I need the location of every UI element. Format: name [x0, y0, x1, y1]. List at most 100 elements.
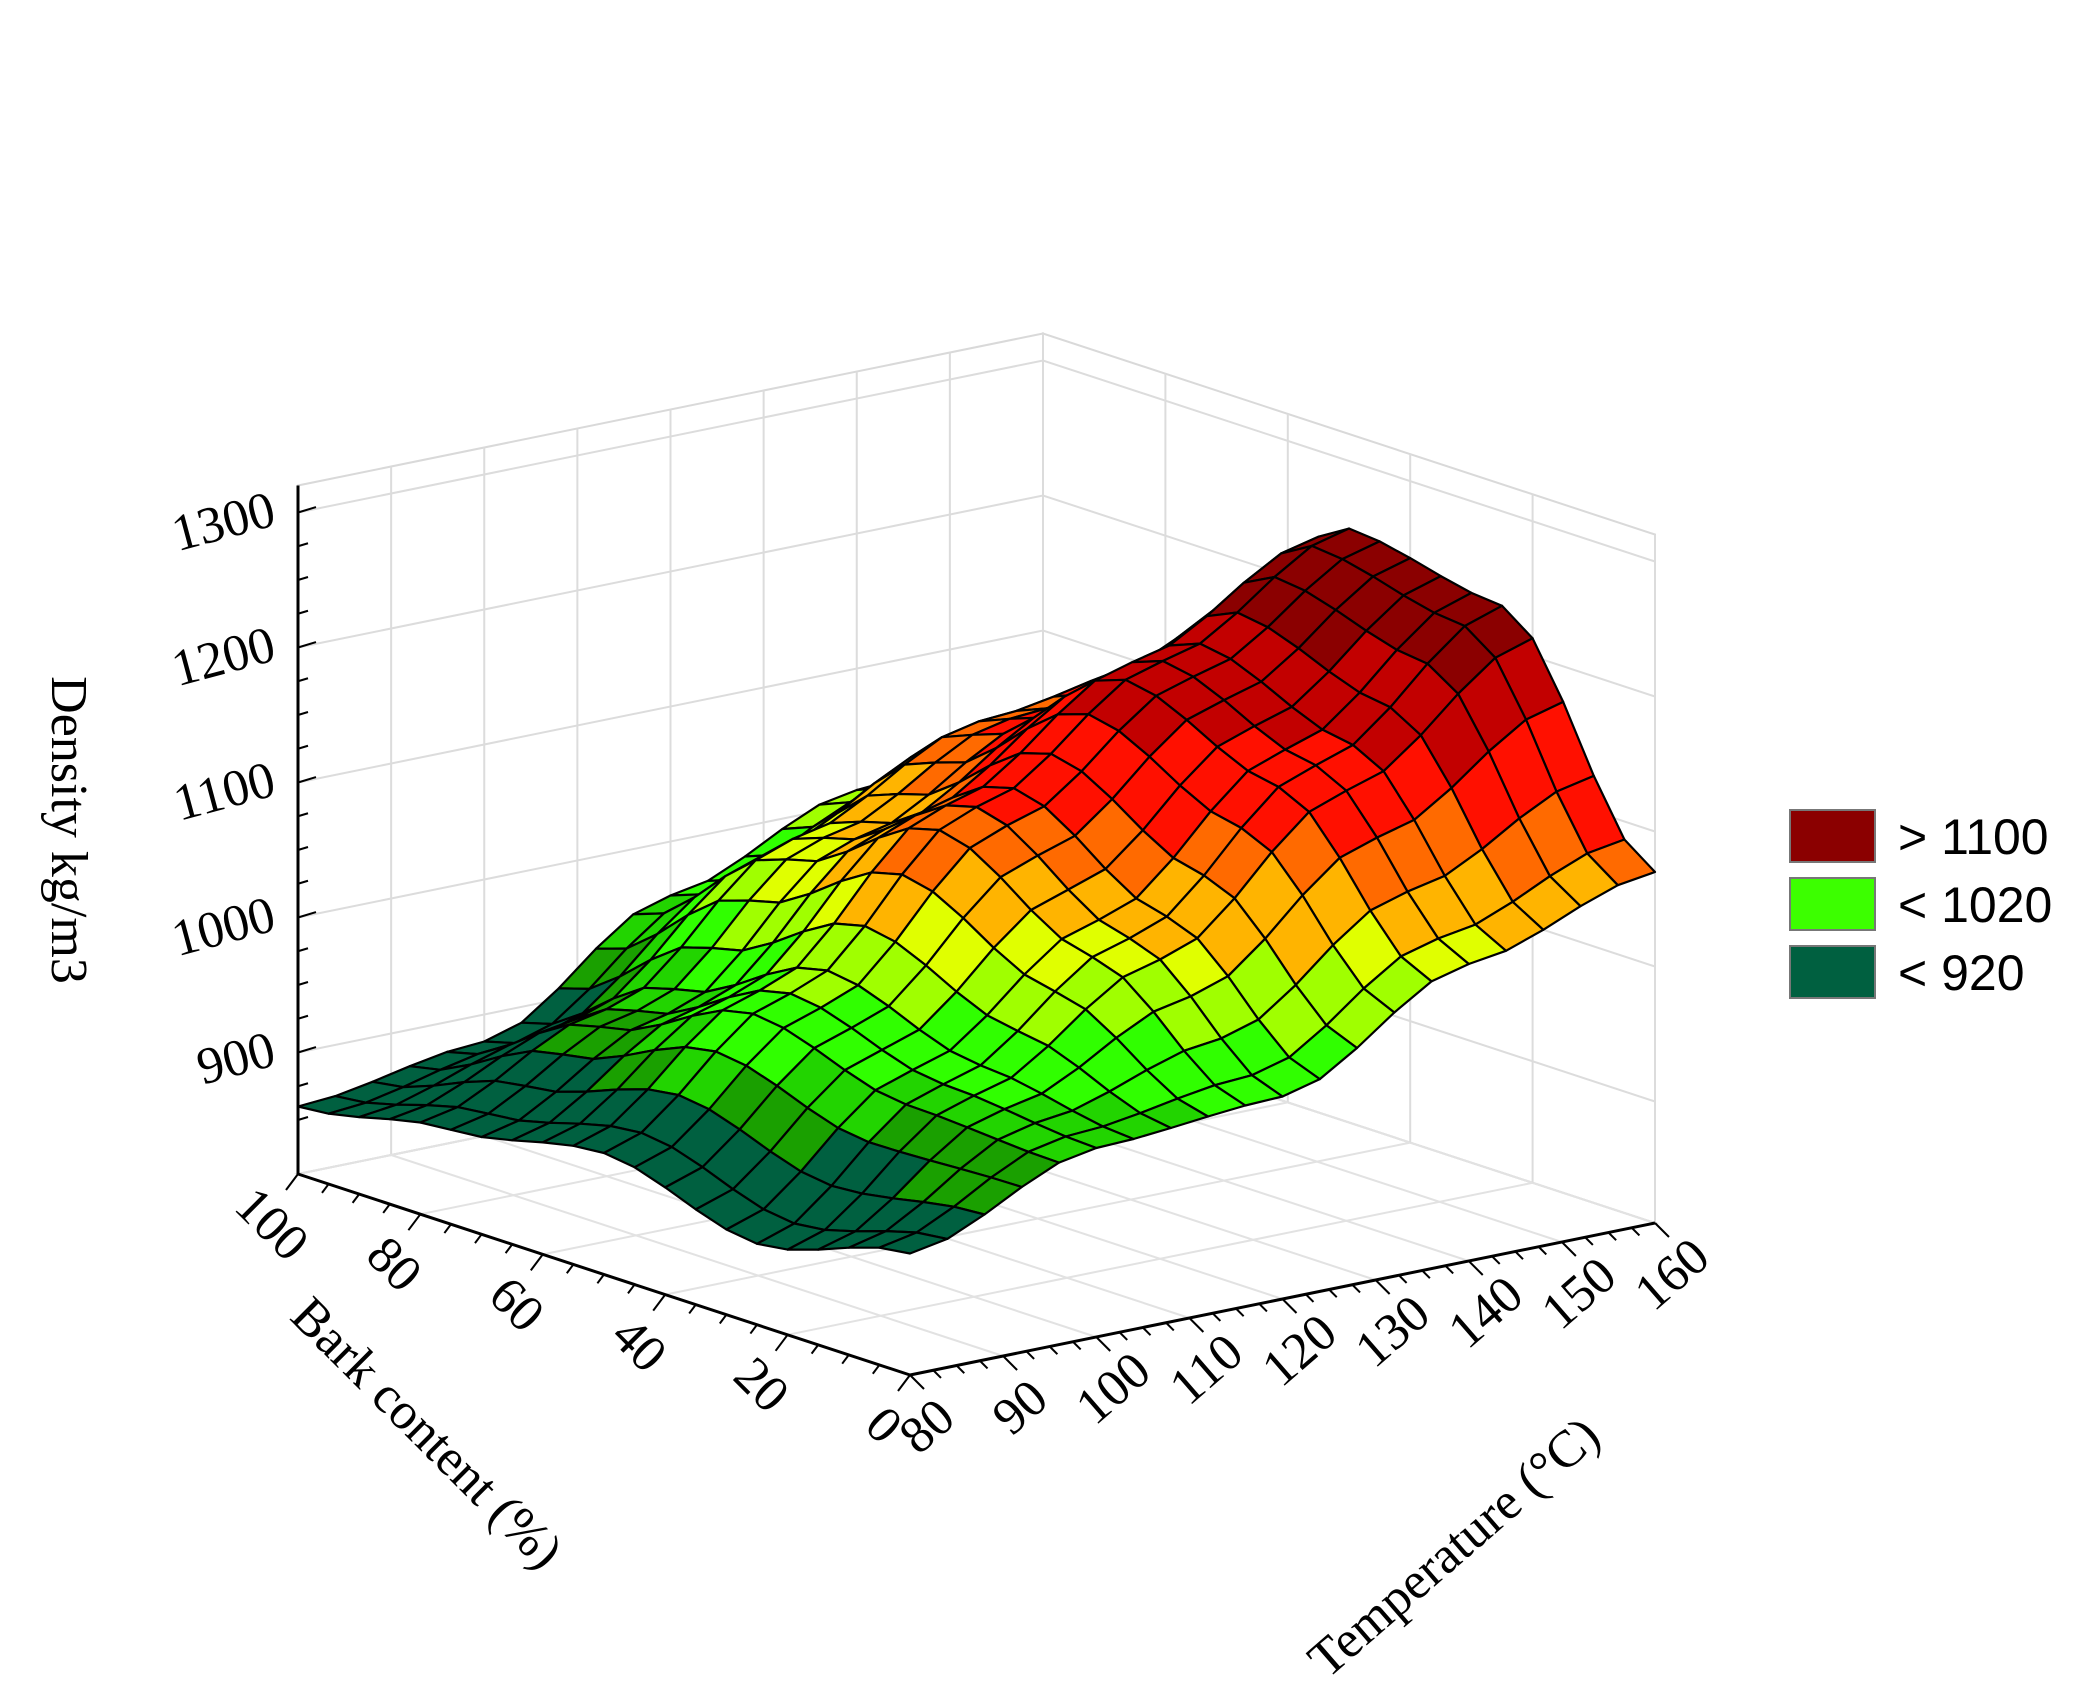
x-tick-mark — [1491, 1255, 1501, 1265]
x-tick-mark — [1654, 1222, 1670, 1238]
y-tick-mark — [841, 1354, 850, 1365]
floor-gridline — [390, 1154, 1004, 1357]
y-tick-mark — [596, 1273, 605, 1284]
x-tick-mark — [1281, 1298, 1298, 1314]
x-tick-mark — [1351, 1284, 1361, 1294]
x-tick-mark — [1188, 1317, 1205, 1333]
x-tick-mark — [1211, 1312, 1222, 1322]
x-tick-mark — [1305, 1293, 1315, 1303]
y-tick-mark — [897, 1374, 911, 1392]
x-tick-mark — [1421, 1269, 1431, 1279]
z-tick-mark — [297, 1116, 309, 1121]
x-tick-mark — [1607, 1231, 1617, 1241]
y-tick-mark — [321, 1183, 330, 1194]
y-tick-mark — [627, 1283, 636, 1294]
z-tick-mark — [297, 1082, 309, 1088]
y-tick-mark — [474, 1233, 483, 1244]
y-tick-mark — [774, 1334, 789, 1352]
x-tick-label: 160 — [1624, 1227, 1720, 1321]
x-tick-mark — [1584, 1236, 1594, 1246]
x-tick-mark — [1002, 1355, 1018, 1371]
x-tick-label: 140 — [1438, 1265, 1534, 1359]
x-tick-mark — [1235, 1307, 1245, 1317]
x-tick-label: 130 — [1345, 1284, 1441, 1378]
x-tick-label: 150 — [1531, 1246, 1627, 1340]
surface-cell — [878, 1231, 949, 1255]
z-tick-mark — [297, 1046, 317, 1054]
x-tick-mark — [1118, 1331, 1128, 1341]
legend-label-1: > 1100 — [1898, 809, 2049, 865]
y-tick-label: 100 — [224, 1177, 319, 1272]
z-tick-label: 1000 — [166, 886, 281, 968]
surface-plot — [296, 527, 1657, 1255]
x-tick-mark — [1025, 1350, 1035, 1360]
x-tick-mark — [909, 1374, 925, 1390]
z-tick-mark — [297, 542, 309, 548]
z-tick-mark — [297, 812, 309, 818]
legend-swatch-1 — [1789, 809, 1876, 863]
y-tick-mark — [285, 1173, 299, 1191]
y-tick-mark — [718, 1314, 728, 1325]
x-tick-label: 100 — [1065, 1341, 1161, 1435]
x-tick-mark — [1328, 1288, 1338, 1298]
x-tick-mark — [955, 1364, 965, 1374]
x-tick-mark — [1165, 1322, 1175, 1332]
x-tick-mark — [1468, 1260, 1484, 1276]
y-tick-label: 20 — [723, 1347, 800, 1424]
z-tick-label: 1100 — [168, 751, 281, 832]
y-tick-mark — [652, 1293, 667, 1312]
y-tick-mark — [565, 1263, 575, 1274]
x-axis-title: Temperature (°C) — [1298, 1406, 1611, 1689]
x-tick-label: 120 — [1252, 1303, 1348, 1397]
y-tick-mark — [504, 1243, 514, 1254]
x-tick-label: 90 — [982, 1369, 1059, 1446]
x-tick-mark — [1048, 1345, 1059, 1355]
z-tick-mark — [297, 879, 309, 885]
wall-gridline — [297, 359, 1656, 563]
y-tick-mark — [407, 1213, 422, 1231]
z-tick-label: 1200 — [166, 616, 281, 698]
x-tick-mark — [1258, 1303, 1268, 1313]
z-tick-mark — [297, 576, 309, 581]
x-tick-mark — [1537, 1246, 1548, 1256]
z-tick-label: 1300 — [166, 481, 281, 563]
x-tick-mark — [979, 1360, 989, 1370]
z-tick-mark — [297, 744, 309, 750]
x-tick-mark — [1374, 1279, 1391, 1295]
z-tick-mark — [297, 846, 309, 851]
legend-label-2: < 1020 — [1898, 877, 2052, 933]
y-tick-mark — [810, 1344, 820, 1355]
y-tick-mark — [871, 1364, 881, 1375]
y-tick-mark — [688, 1304, 697, 1315]
y-tick-mark — [443, 1223, 452, 1234]
x-tick-mark — [932, 1369, 942, 1379]
y-tick-mark — [749, 1324, 758, 1335]
x-tick-mark — [1095, 1336, 1111, 1352]
legend-swatch-2 — [1789, 877, 1876, 931]
y-axis-title: Bark content (%) — [280, 1287, 574, 1581]
y-tick-label: 80 — [356, 1226, 433, 1303]
z-tick-mark — [297, 776, 317, 784]
z-tick-mark — [297, 947, 309, 953]
x-tick-mark — [1444, 1265, 1454, 1275]
z-axis-ticks: 900 1000 1100 1200 1300 — [166, 481, 317, 1121]
floor-gridline — [787, 1181, 1533, 1336]
x-tick-mark — [1631, 1227, 1641, 1237]
y-tick-mark — [529, 1253, 544, 1272]
x-tick-mark — [1561, 1241, 1577, 1257]
floor-gridline — [665, 1141, 1411, 1296]
z-tick-mark — [297, 981, 309, 986]
z-tick-mark — [297, 677, 309, 683]
legend-swatch-3 — [1789, 945, 1876, 999]
z-tick-mark — [297, 911, 317, 919]
x-tick-mark — [1142, 1326, 1152, 1336]
legend-label-3: < 920 — [1898, 945, 2025, 1001]
z-tick-label: 900 — [191, 1021, 281, 1096]
z-tick-mark — [297, 506, 317, 514]
y-tick-label: 40 — [600, 1306, 677, 1383]
z-tick-mark — [297, 641, 317, 649]
legend: > 1100 < 1020 < 920 — [1789, 809, 2052, 1001]
y-tick-label: 60 — [478, 1266, 555, 1343]
z-tick-mark — [297, 609, 309, 615]
